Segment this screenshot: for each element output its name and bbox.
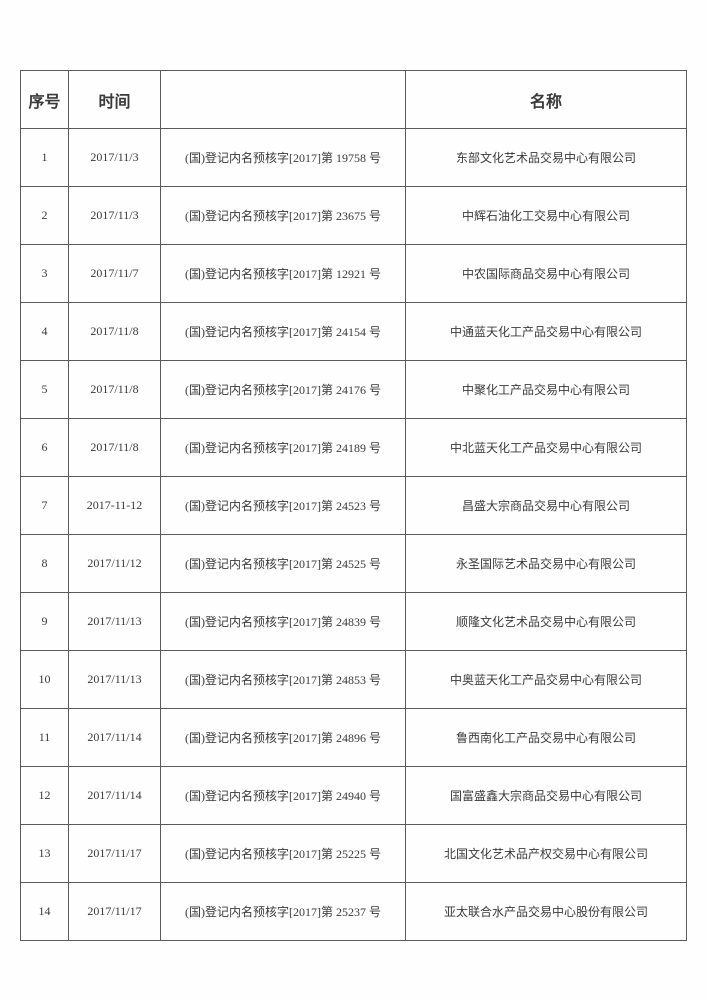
cell-registration: (国)登记内名预核字[2017]第 24896 号: [161, 709, 406, 767]
table-body: 12017/11/3(国)登记内名预核字[2017]第 19758 号东部文化艺…: [21, 129, 687, 941]
cell-seq: 1: [21, 129, 69, 187]
header-date: 时间: [69, 71, 161, 129]
cell-company-name: 东部文化艺术品交易中心有限公司: [406, 129, 687, 187]
cell-registration: (国)登记内名预核字[2017]第 25225 号: [161, 825, 406, 883]
registration-table: 序号 时间 名称 12017/11/3(国)登记内名预核字[2017]第 197…: [20, 70, 687, 941]
cell-company-name: 永圣国际艺术品交易中心有限公司: [406, 535, 687, 593]
cell-date: 2017/11/7: [69, 245, 161, 303]
table-row: 132017/11/17(国)登记内名预核字[2017]第 25225 号北国文…: [21, 825, 687, 883]
table-row: 42017/11/8(国)登记内名预核字[2017]第 24154 号中通蓝天化…: [21, 303, 687, 361]
cell-seq: 12: [21, 767, 69, 825]
cell-seq: 11: [21, 709, 69, 767]
table-header: 序号 时间 名称: [21, 71, 687, 129]
cell-company-name: 中北蓝天化工产品交易中心有限公司: [406, 419, 687, 477]
cell-date: 2017/11/12: [69, 535, 161, 593]
cell-date: 2017/11/8: [69, 419, 161, 477]
cell-seq: 5: [21, 361, 69, 419]
cell-date: 2017/11/13: [69, 593, 161, 651]
table-row: 12017/11/3(国)登记内名预核字[2017]第 19758 号东部文化艺…: [21, 129, 687, 187]
cell-seq: 13: [21, 825, 69, 883]
cell-seq: 14: [21, 883, 69, 941]
header-seq: 序号: [21, 71, 69, 129]
cell-seq: 7: [21, 477, 69, 535]
cell-seq: 4: [21, 303, 69, 361]
cell-seq: 9: [21, 593, 69, 651]
cell-company-name: 鲁西南化工产品交易中心有限公司: [406, 709, 687, 767]
cell-date: 2017/11/17: [69, 825, 161, 883]
cell-date: 2017/11/17: [69, 883, 161, 941]
table-row: 62017/11/8(国)登记内名预核字[2017]第 24189 号中北蓝天化…: [21, 419, 687, 477]
cell-date: 2017/11/14: [69, 767, 161, 825]
table-row: 122017/11/14(国)登记内名预核字[2017]第 24940 号国富盛…: [21, 767, 687, 825]
table-row: 82017/11/12(国)登记内名预核字[2017]第 24525 号永圣国际…: [21, 535, 687, 593]
cell-registration: (国)登记内名预核字[2017]第 24189 号: [161, 419, 406, 477]
cell-registration: (国)登记内名预核字[2017]第 12921 号: [161, 245, 406, 303]
cell-company-name: 北国文化艺术品产权交易中心有限公司: [406, 825, 687, 883]
table-row: 142017/11/17(国)登记内名预核字[2017]第 25237 号亚太联…: [21, 883, 687, 941]
cell-date: 2017/11/3: [69, 129, 161, 187]
cell-registration: (国)登记内名预核字[2017]第 24154 号: [161, 303, 406, 361]
cell-date: 2017/11/3: [69, 187, 161, 245]
cell-registration: (国)登记内名预核字[2017]第 24940 号: [161, 767, 406, 825]
cell-registration: (国)登记内名预核字[2017]第 24853 号: [161, 651, 406, 709]
table-row: 112017/11/14(国)登记内名预核字[2017]第 24896 号鲁西南…: [21, 709, 687, 767]
table-row: 102017/11/13(国)登记内名预核字[2017]第 24853 号中奥蓝…: [21, 651, 687, 709]
cell-company-name: 昌盛大宗商品交易中心有限公司: [406, 477, 687, 535]
cell-company-name: 亚太联合水产品交易中心股份有限公司: [406, 883, 687, 941]
cell-registration: (国)登记内名预核字[2017]第 25237 号: [161, 883, 406, 941]
cell-registration: (国)登记内名预核字[2017]第 24525 号: [161, 535, 406, 593]
header-reg: [161, 71, 406, 129]
cell-company-name: 中通蓝天化工产品交易中心有限公司: [406, 303, 687, 361]
header-row: 序号 时间 名称: [21, 71, 687, 129]
cell-date: 2017-11-12: [69, 477, 161, 535]
cell-company-name: 中农国际商品交易中心有限公司: [406, 245, 687, 303]
table-row: 32017/11/7(国)登记内名预核字[2017]第 12921 号中农国际商…: [21, 245, 687, 303]
cell-company-name: 国富盛鑫大宗商品交易中心有限公司: [406, 767, 687, 825]
cell-date: 2017/11/13: [69, 651, 161, 709]
cell-registration: (国)登记内名预核字[2017]第 19758 号: [161, 129, 406, 187]
cell-seq: 8: [21, 535, 69, 593]
cell-seq: 2: [21, 187, 69, 245]
cell-seq: 6: [21, 419, 69, 477]
cell-date: 2017/11/14: [69, 709, 161, 767]
cell-registration: (国)登记内名预核字[2017]第 24839 号: [161, 593, 406, 651]
cell-company-name: 中辉石油化工交易中心有限公司: [406, 187, 687, 245]
table-row: 92017/11/13(国)登记内名预核字[2017]第 24839 号顺隆文化…: [21, 593, 687, 651]
cell-seq: 10: [21, 651, 69, 709]
cell-registration: (国)登记内名预核字[2017]第 24176 号: [161, 361, 406, 419]
cell-company-name: 顺隆文化艺术品交易中心有限公司: [406, 593, 687, 651]
cell-company-name: 中聚化工产品交易中心有限公司: [406, 361, 687, 419]
document-page: 序号 时间 名称 12017/11/3(国)登记内名预核字[2017]第 197…: [0, 0, 707, 1000]
cell-date: 2017/11/8: [69, 303, 161, 361]
cell-date: 2017/11/8: [69, 361, 161, 419]
header-name: 名称: [406, 71, 687, 129]
table-row: 72017-11-12(国)登记内名预核字[2017]第 24523 号昌盛大宗…: [21, 477, 687, 535]
cell-registration: (国)登记内名预核字[2017]第 24523 号: [161, 477, 406, 535]
cell-registration: (国)登记内名预核字[2017]第 23675 号: [161, 187, 406, 245]
cell-seq: 3: [21, 245, 69, 303]
table-row: 52017/11/8(国)登记内名预核字[2017]第 24176 号中聚化工产…: [21, 361, 687, 419]
cell-company-name: 中奥蓝天化工产品交易中心有限公司: [406, 651, 687, 709]
table-row: 22017/11/3(国)登记内名预核字[2017]第 23675 号中辉石油化…: [21, 187, 687, 245]
